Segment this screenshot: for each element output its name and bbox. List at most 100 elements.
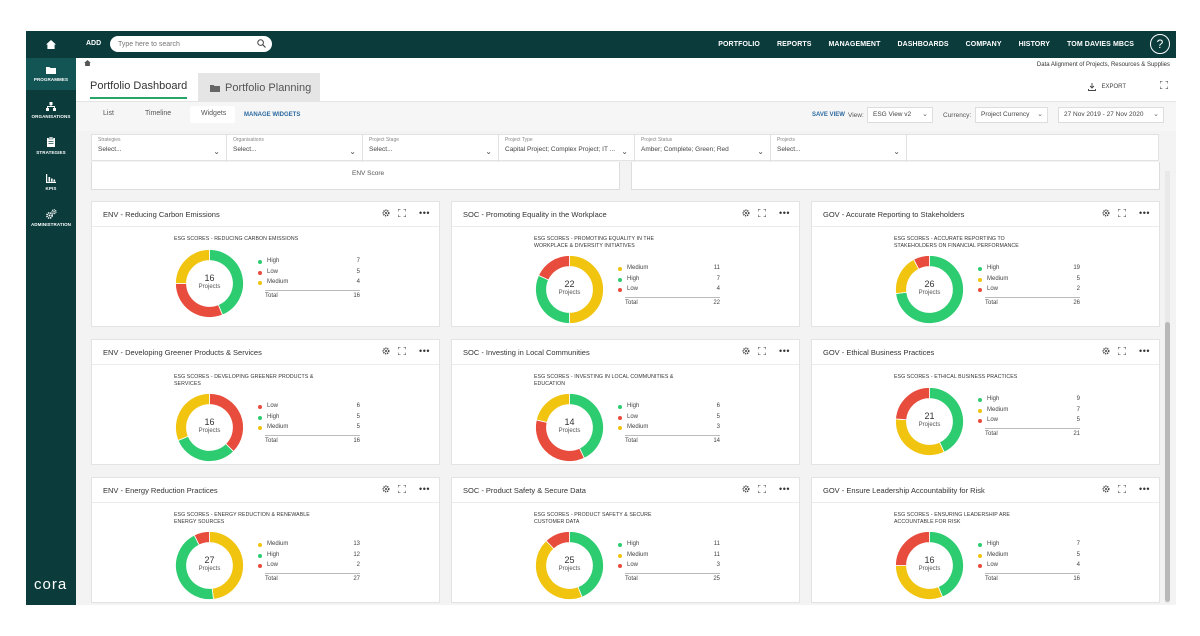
legend-item[interactable]: Low 5 [978,417,1080,428]
gear-icon[interactable] [382,347,390,355]
manage-widgets-link[interactable]: MANAGE WIDGETS [244,112,301,118]
gear-icon[interactable] [742,347,750,355]
filter-projects[interactable]: Projects Select... ⌄ [771,135,907,162]
fullscreen-icon[interactable] [1118,347,1126,355]
fullscreen-icon[interactable] [758,347,766,355]
legend-item[interactable]: Low 4 [978,562,1080,573]
legend-item[interactable]: High 7 [618,276,720,287]
legend-item[interactable]: Medium 5 [258,424,360,435]
filter-organisations[interactable]: Organisations Select... ⌄ [227,135,363,162]
nav-reports[interactable]: REPORTS [776,41,812,48]
export-button[interactable]: EXPORT [1088,83,1126,91]
sidebar-item-programmes[interactable]: PROGRAMMES [26,58,76,90]
legend-item[interactable]: High 11 [618,541,720,552]
more-options-icon[interactable]: ••• [1139,484,1150,494]
legend-item[interactable]: Medium 5 [978,552,1080,563]
nav-dashboards[interactable]: DASHBOARDS [897,41,949,48]
legend-item[interactable]: Low 2 [258,562,360,573]
scrollbar-thumb[interactable] [1165,322,1170,602]
legend-item[interactable]: Medium 5 [978,276,1080,287]
sidebar-item-kpis[interactable]: KPIS [26,166,76,198]
more-options-icon[interactable]: ••• [1139,208,1150,218]
donut-slice-high[interactable] [177,435,235,462]
legend-item[interactable]: High 12 [258,552,360,563]
donut-slice-low[interactable] [895,387,930,421]
nav-user-menu[interactable]: TOM DAVIES MBCS [1067,41,1134,48]
scrollbar[interactable] [1165,171,1170,603]
filter-project-type[interactable]: Project Type Capital Project; Complex Pr… [499,135,635,162]
more-options-icon[interactable]: ••• [779,346,790,356]
legend-item[interactable]: Low 5 [618,414,720,425]
legend-item[interactable]: Low 2 [978,286,1080,297]
legend-item[interactable]: Medium 13 [258,541,360,552]
fullscreen-icon[interactable] [398,347,406,355]
search-icon[interactable] [257,39,266,48]
tab-portfolio-planning[interactable]: Portfolio Planning [198,73,320,102]
fullscreen-icon[interactable] [1160,81,1168,89]
filter-project-stage[interactable]: Project Stage Select... ⌄ [363,135,499,162]
donut-slice-medium[interactable] [535,393,570,423]
more-options-icon[interactable]: ••• [1139,346,1150,356]
nav-management[interactable]: MANAGEMENT [828,41,881,48]
gear-icon[interactable] [382,485,390,493]
filter-strategies[interactable]: Strategies Select... ⌄ [92,135,227,162]
home-button[interactable] [26,31,76,58]
add-button[interactable]: ADD [86,40,102,47]
nav-company[interactable]: COMPANY [965,41,1002,48]
tab-list[interactable]: List [103,110,114,117]
donut-slice-low[interactable] [538,255,570,281]
view-select[interactable]: ESG View v2 ⌄ [867,107,933,123]
fullscreen-icon[interactable] [398,485,406,493]
more-options-icon[interactable]: ••• [419,208,430,218]
legend-item[interactable]: High 19 [978,265,1080,276]
legend-item[interactable]: Low 6 [258,403,360,414]
gear-icon[interactable] [382,209,390,217]
legend-item[interactable]: High 6 [618,403,720,414]
legend-item[interactable]: Medium 11 [618,265,720,276]
donut-slice-low[interactable] [895,531,930,566]
legend-item[interactable]: Low 4 [618,286,720,297]
donut-slice-low[interactable] [193,531,210,546]
more-options-icon[interactable]: ••• [419,346,430,356]
filter-project-status[interactable]: Project Status Amber; Complete; Green; R… [635,135,771,162]
date-range-select[interactable]: 27 Nov 2019 - 27 Nov 2020 ⌄ [1058,107,1164,123]
nav-portfolio[interactable]: PORTFOLIO [718,41,760,48]
donut-slice-medium[interactable] [175,393,210,442]
legend-item[interactable]: Medium 3 [618,424,720,435]
fullscreen-icon[interactable] [398,209,406,217]
legend-item[interactable]: Low 3 [618,562,720,573]
breadcrumb-home-icon[interactable] [84,60,91,66]
search-box[interactable] [110,36,272,52]
more-options-icon[interactable]: ••• [779,208,790,218]
help-button[interactable]: ? [1150,34,1170,54]
gear-icon[interactable] [1102,347,1110,355]
fullscreen-icon[interactable] [1118,209,1126,217]
fullscreen-icon[interactable] [758,485,766,493]
donut-slice-medium[interactable] [175,249,210,284]
fullscreen-icon[interactable] [758,209,766,217]
legend-item[interactable]: Medium 11 [618,552,720,563]
donut-slice-low[interactable] [913,255,930,270]
currency-select[interactable]: Project Currency ⌄ [975,107,1048,123]
gear-icon[interactable] [742,485,750,493]
tab-timeline[interactable]: Timeline [145,110,172,117]
save-view-link[interactable]: SAVE VIEW [812,112,845,118]
nav-history[interactable]: HISTORY [1018,41,1051,48]
search-input[interactable] [118,38,248,50]
donut-slice-low[interactable] [545,531,570,550]
legend-item[interactable]: Low 5 [258,269,360,280]
tab-widgets[interactable] [190,106,235,123]
more-options-icon[interactable]: ••• [419,484,430,494]
sidebar-item-strategies[interactable]: STRATEGIES [26,130,76,162]
sidebar-item-organisations[interactable]: ORGANISATIONS [26,94,76,126]
legend-item[interactable]: High 7 [978,541,1080,552]
donut-slice-high[interactable] [895,255,964,324]
legend-item[interactable]: Medium 7 [978,407,1080,418]
more-options-icon[interactable]: ••• [779,484,790,494]
tab-portfolio-dashboard[interactable]: Portfolio Dashboard [90,80,188,99]
legend-item[interactable]: Medium 4 [258,279,360,290]
sidebar-item-administration[interactable]: ADMINISTRATION [26,202,76,234]
gear-icon[interactable] [742,209,750,217]
legend-item[interactable]: High 5 [258,414,360,425]
legend-item[interactable]: High 7 [258,258,360,269]
